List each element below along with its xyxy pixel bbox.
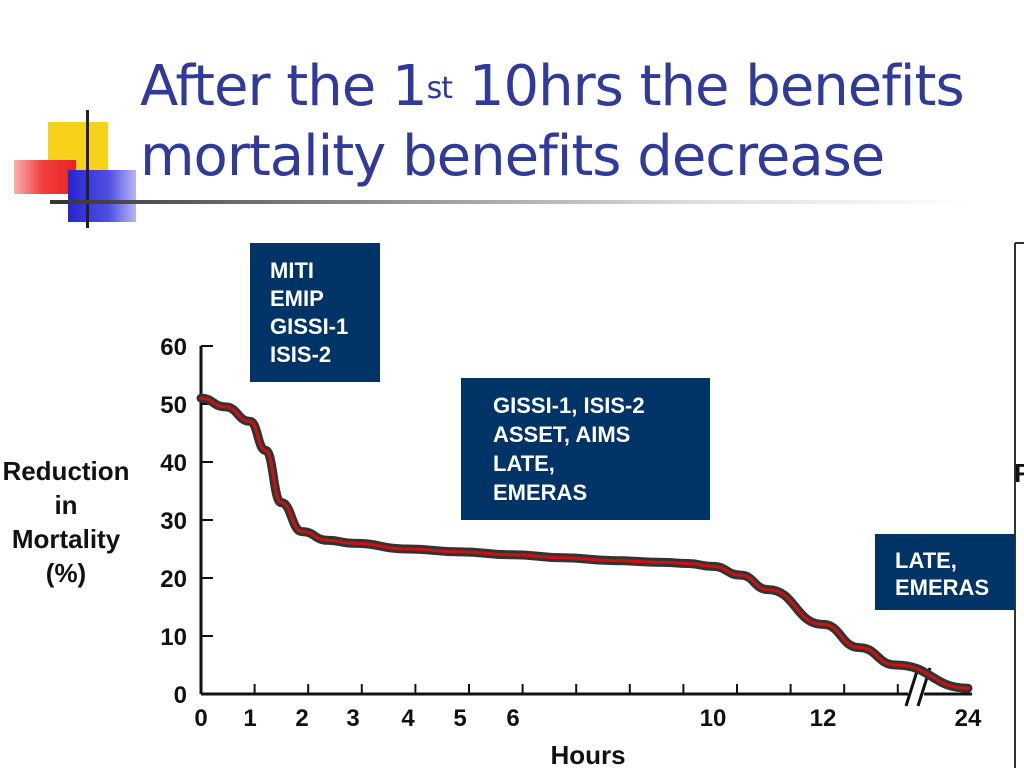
title-line-1: After the 1st 10hrs the benefits bbox=[140, 52, 1020, 122]
x-tick-label: 3 bbox=[346, 705, 359, 732]
y-axis-label: in bbox=[54, 490, 77, 520]
y-axis-label: (%) bbox=[46, 558, 86, 588]
annotation-box bbox=[875, 534, 1015, 610]
chart-annotations: MITI EMIP GISSI-1 ISIS-2 GISSI-1, ISIS-2 ASSE… bbox=[250, 243, 1015, 610]
annotation-text: ISIS-2 bbox=[270, 342, 331, 367]
y-tick-label: 60 bbox=[160, 334, 187, 361]
x-tick-label: 0 bbox=[194, 705, 207, 732]
side-text-fragment: F bbox=[1014, 458, 1024, 488]
x-tick-label: 5 bbox=[453, 705, 466, 732]
annotation-text: EMERAS bbox=[493, 480, 587, 505]
y-tick-label: 50 bbox=[160, 392, 187, 419]
y-tick-label: 30 bbox=[160, 508, 187, 535]
title-line-1-start: After the 1 bbox=[140, 54, 428, 119]
annotation-text: GISSI-1, ISIS-2 bbox=[493, 393, 645, 418]
x-axis-label: Hours bbox=[550, 740, 625, 768]
annotation-text: GISSI-1 bbox=[270, 314, 348, 339]
x-tick-label: 24 bbox=[955, 705, 982, 732]
y-axis-label: Mortality bbox=[12, 524, 121, 554]
y-tick-label: 20 bbox=[160, 566, 187, 593]
deco-vertical-line bbox=[86, 110, 89, 228]
annotation-text: LATE, bbox=[895, 548, 957, 573]
curve-line bbox=[199, 396, 970, 690]
axis-break-mark-1 bbox=[904, 667, 920, 707]
y-tick-label: 10 bbox=[160, 624, 187, 651]
x-tick-label: 10 bbox=[700, 705, 727, 732]
y-tick-label: 0 bbox=[174, 682, 187, 709]
right-frame: F bbox=[1014, 242, 1024, 768]
title-line-1-end: 10hrs the benefits bbox=[452, 54, 965, 119]
annotation-box bbox=[250, 243, 380, 382]
annotation-text: EMERAS bbox=[895, 575, 989, 600]
x-tick-label: 2 bbox=[295, 705, 308, 732]
annotation-text: MITI bbox=[270, 258, 314, 283]
annotation-text: EMIP bbox=[270, 286, 324, 311]
slide-title: After the 1st 10hrs the benefits mortali… bbox=[140, 52, 1020, 192]
x-tick-label: 12 bbox=[810, 705, 837, 732]
annotation-text: LATE, bbox=[493, 451, 555, 476]
title-underline bbox=[50, 200, 970, 204]
annotation-text: ASSET, AIMS bbox=[493, 422, 630, 447]
x-tick-label: 1 bbox=[243, 705, 256, 732]
annotation-box bbox=[461, 378, 710, 520]
chart-curve bbox=[196, 393, 973, 693]
x-tick-label: 6 bbox=[506, 705, 519, 732]
title-line-2: mortality benefits decrease bbox=[140, 124, 885, 189]
chart-axis-labels: Reduction in Mortality (%) Hours bbox=[2, 456, 625, 768]
y-axis-label: Reduction bbox=[2, 456, 129, 486]
deco-blue-square bbox=[68, 170, 136, 222]
y-tick-label: 40 bbox=[160, 450, 187, 477]
title-superscript: st bbox=[426, 71, 453, 106]
deco-red-bar bbox=[14, 160, 76, 194]
x-tick-label: 4 bbox=[401, 705, 415, 732]
